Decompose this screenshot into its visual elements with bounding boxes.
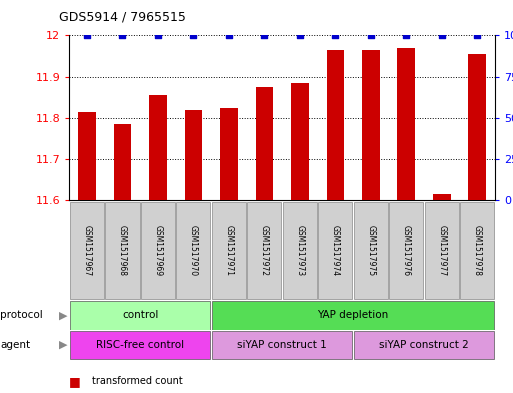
Point <box>119 32 127 39</box>
Bar <box>255 87 273 200</box>
Bar <box>398 48 415 200</box>
Text: GSM1517978: GSM1517978 <box>473 225 482 276</box>
Text: GSM1517974: GSM1517974 <box>331 225 340 276</box>
Text: GSM1517969: GSM1517969 <box>153 225 163 276</box>
Bar <box>212 202 246 299</box>
Point <box>473 32 481 39</box>
Bar <box>176 202 210 299</box>
Bar <box>70 202 104 299</box>
Bar <box>113 124 131 200</box>
Text: GSM1517971: GSM1517971 <box>224 225 233 276</box>
Point <box>154 32 162 39</box>
Text: siYAP construct 1: siYAP construct 1 <box>238 340 327 350</box>
Point <box>367 32 375 39</box>
Bar <box>291 83 309 200</box>
Text: RISC-free control: RISC-free control <box>96 340 184 350</box>
Point <box>438 32 446 39</box>
Point <box>189 32 198 39</box>
Bar <box>212 301 495 329</box>
Text: GSM1517977: GSM1517977 <box>437 225 446 276</box>
Bar <box>70 301 210 329</box>
Point <box>83 32 91 39</box>
Point <box>225 32 233 39</box>
Text: agent: agent <box>0 340 30 350</box>
Bar <box>425 202 459 299</box>
Bar <box>319 202 352 299</box>
Point <box>402 32 410 39</box>
Point <box>296 32 304 39</box>
Bar <box>78 112 96 200</box>
Bar <box>212 331 352 359</box>
Bar <box>70 331 210 359</box>
Bar <box>389 202 423 299</box>
Text: siYAP construct 2: siYAP construct 2 <box>379 340 469 350</box>
Point <box>331 32 340 39</box>
Bar <box>247 202 282 299</box>
Text: transformed count: transformed count <box>92 376 183 386</box>
Bar <box>354 202 388 299</box>
Bar <box>326 50 344 200</box>
Bar <box>149 95 167 200</box>
Text: GSM1517970: GSM1517970 <box>189 225 198 276</box>
Text: GSM1517968: GSM1517968 <box>118 225 127 276</box>
Text: GSM1517975: GSM1517975 <box>366 225 376 276</box>
Text: ▶: ▶ <box>59 340 68 350</box>
Bar <box>362 50 380 200</box>
Bar <box>354 331 495 359</box>
Point <box>260 32 268 39</box>
Bar <box>141 202 175 299</box>
Bar <box>185 110 202 200</box>
Text: YAP depletion: YAP depletion <box>318 310 389 320</box>
Text: GDS5914 / 7965515: GDS5914 / 7965515 <box>59 11 186 24</box>
Text: ▶: ▶ <box>59 310 68 320</box>
Bar <box>433 194 451 200</box>
Bar <box>220 108 238 200</box>
Bar <box>468 54 486 200</box>
Text: GSM1517972: GSM1517972 <box>260 225 269 276</box>
Bar <box>283 202 317 299</box>
Text: control: control <box>122 310 159 320</box>
Text: GSM1517973: GSM1517973 <box>295 225 304 276</box>
Text: GSM1517976: GSM1517976 <box>402 225 411 276</box>
Bar <box>460 202 495 299</box>
Bar <box>106 202 140 299</box>
Text: protocol: protocol <box>0 310 43 320</box>
Text: GSM1517967: GSM1517967 <box>83 225 91 276</box>
Text: ■: ■ <box>69 375 81 388</box>
